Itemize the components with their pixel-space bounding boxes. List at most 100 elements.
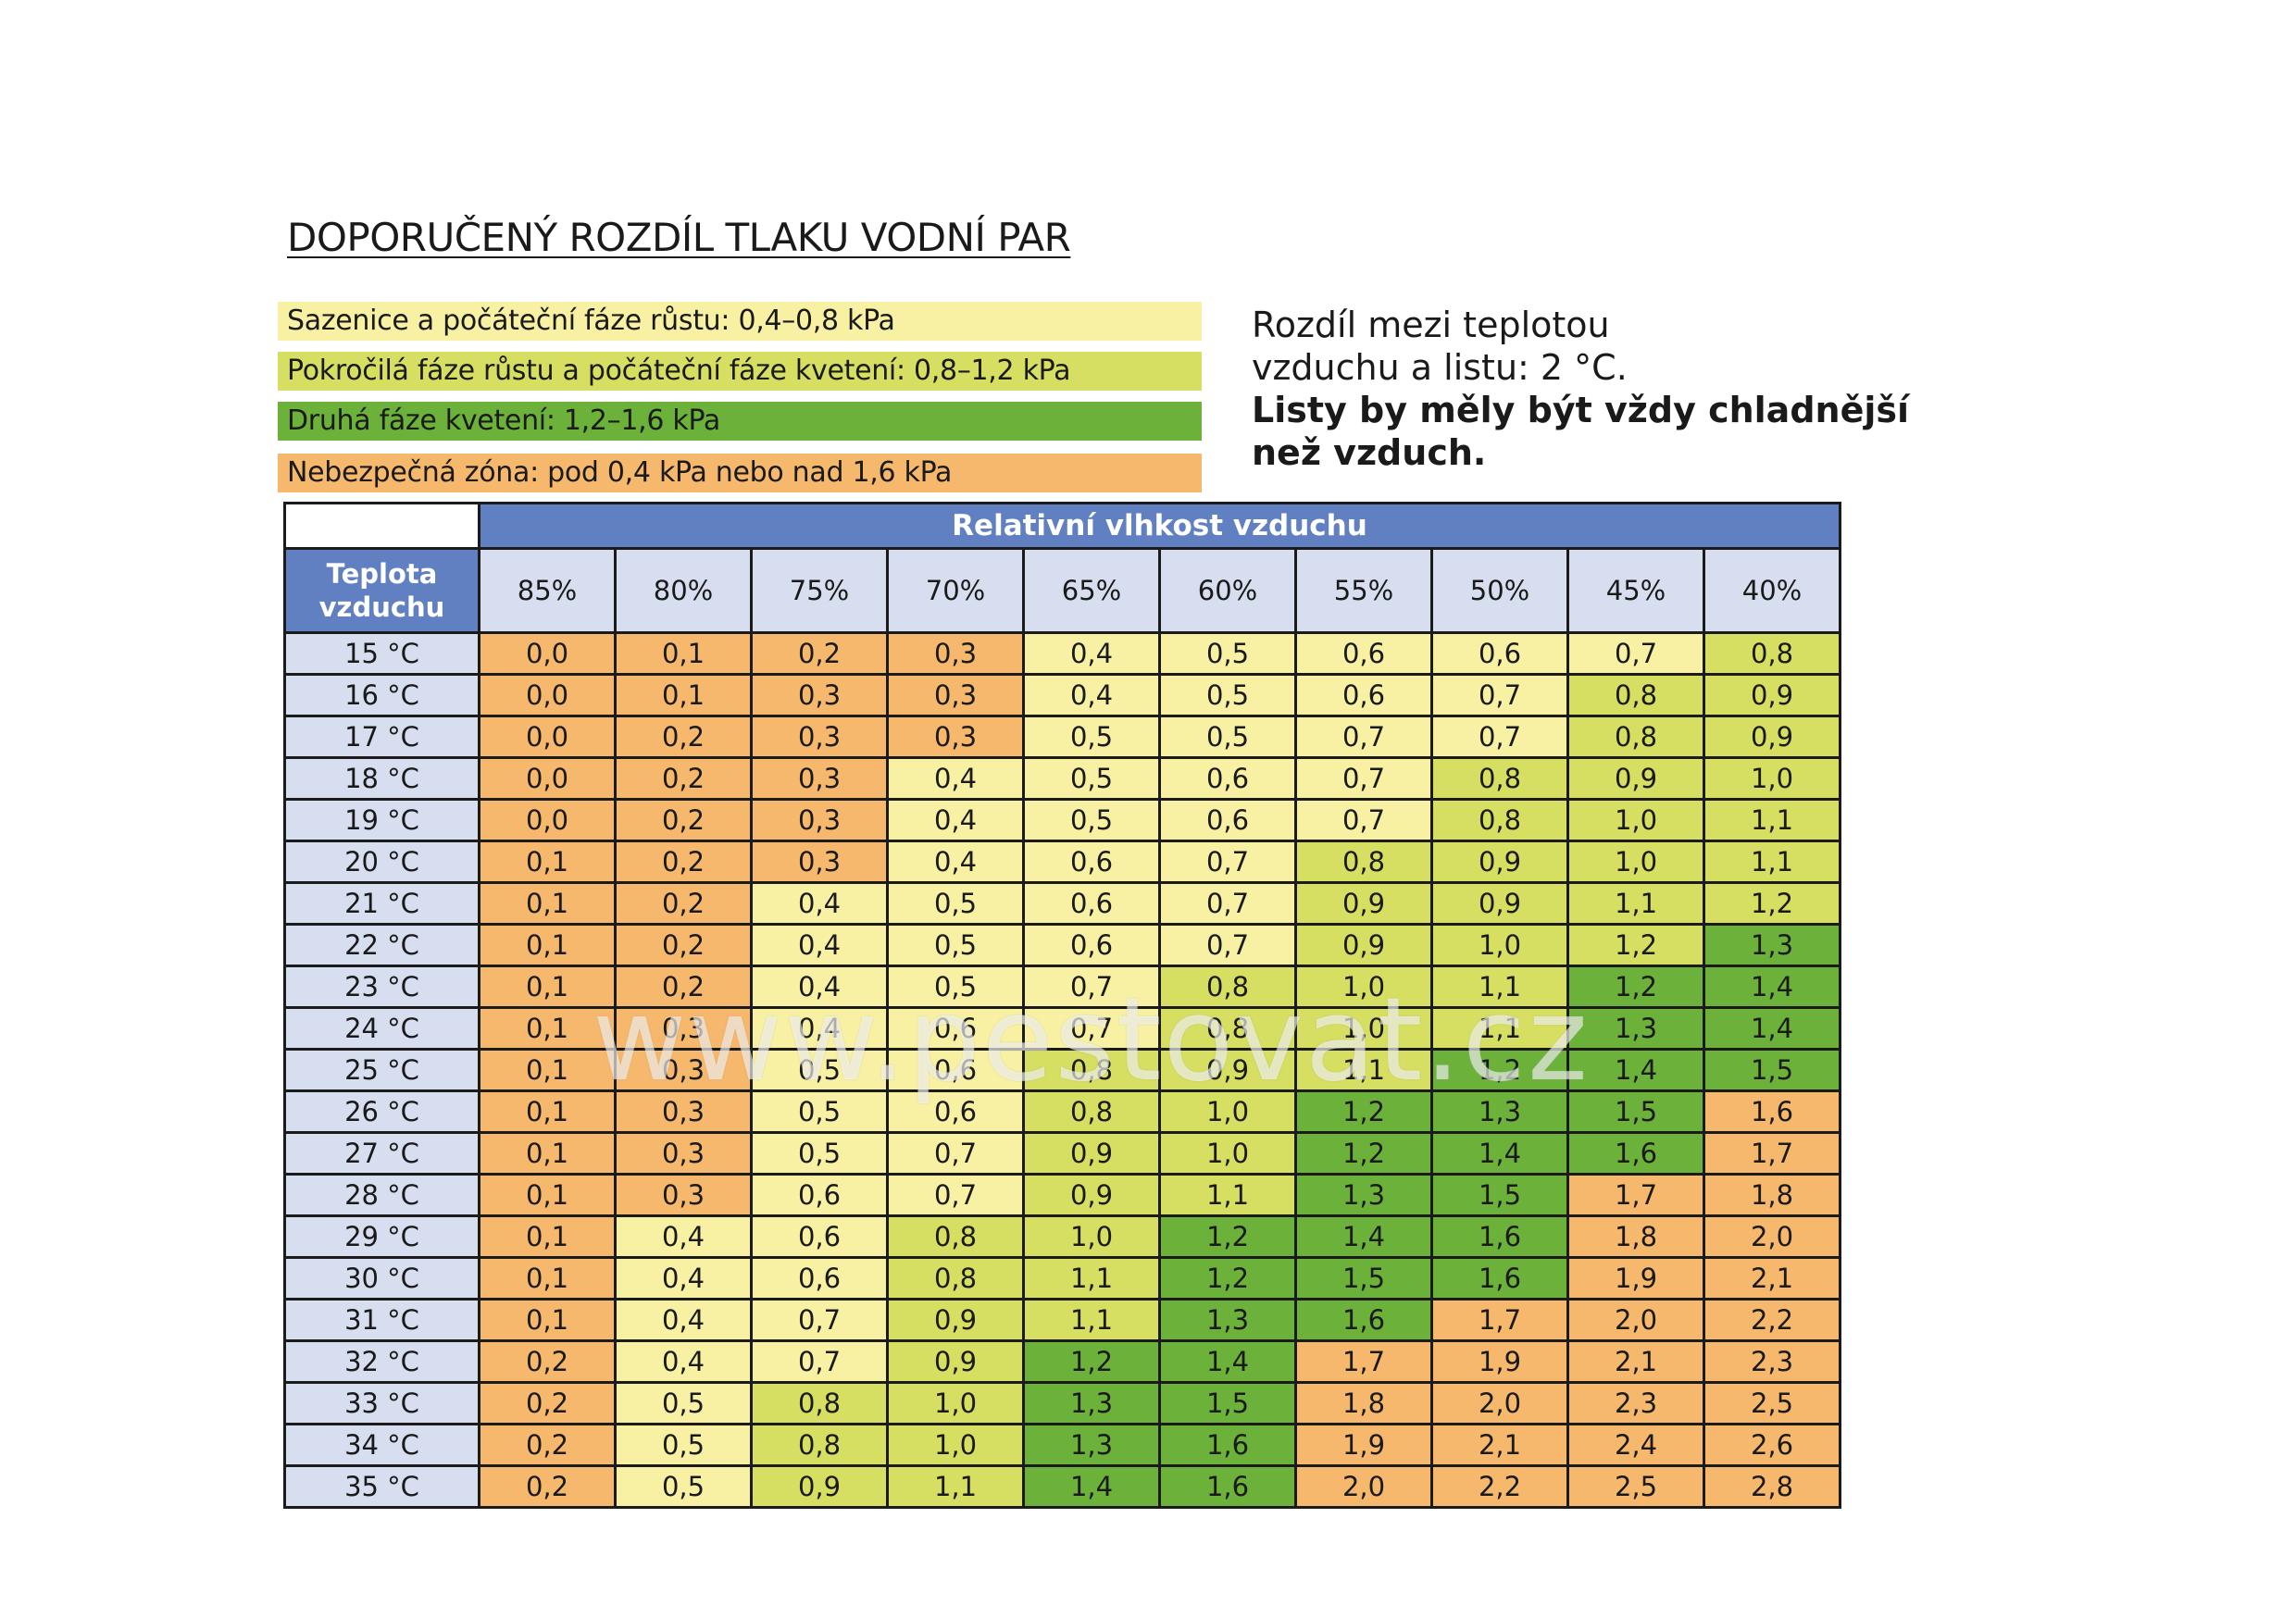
note-line-2: vzduchu a listu: 2 °C. <box>1252 347 1628 388</box>
table-row: 23 °C 0,1 0,2 0,4 0,5 0,7 0,8 1,0 1,1 1,2 1,4 <box>283 965 1841 1009</box>
vpd-cell: 1,4 <box>1703 1006 1841 1051</box>
vpd-cell: 0,8 <box>1022 1089 1161 1134</box>
vpd-cell: 0,7 <box>1294 798 1433 842</box>
table-row: 28 °C 0,1 0,3 0,6 0,7 0,9 1,1 1,3 1,5 1,7 1,8 <box>283 1173 1841 1217</box>
vpd-cell: 0,7 <box>1022 965 1161 1009</box>
vpd-cell: 0,6 <box>1294 631 1433 676</box>
vpd-cell: 0,1 <box>478 1214 617 1259</box>
vpd-cell: 0,4 <box>750 965 889 1009</box>
table-row: 29 °C 0,1 0,4 0,6 0,8 1,0 1,2 1,4 1,6 1,8 2,0 <box>283 1214 1841 1259</box>
vpd-cell: 1,6 <box>1158 1423 1297 1467</box>
vpd-cell: 1,0 <box>886 1423 1025 1467</box>
vpd-cell: 0,2 <box>614 798 753 842</box>
vpd-cell: 1,4 <box>1430 1131 1569 1176</box>
vpd-cell: 0,3 <box>750 840 889 884</box>
legend-flowering: Druhá fáze kvetení: 1,2–1,6 kPa <box>278 402 1202 441</box>
column-header: 75% <box>750 547 889 634</box>
vpd-cell: 1,2 <box>1294 1131 1433 1176</box>
vpd-cell: 0,6 <box>1158 798 1297 842</box>
table-row: 32 °C 0,2 0,4 0,7 0,9 1,2 1,4 1,7 1,9 2,1 2,3 <box>283 1339 1841 1384</box>
vpd-cell: 0,2 <box>614 840 753 884</box>
vpd-cell: 2,1 <box>1430 1423 1569 1467</box>
vpd-cell: 0,0 <box>478 631 617 676</box>
vpd-cell: 0,8 <box>1022 1048 1161 1092</box>
vpd-cell: 0,9 <box>1430 840 1569 884</box>
vpd-cell: 0,2 <box>478 1381 617 1425</box>
vpd-cell: 0,6 <box>1022 881 1161 926</box>
vpd-cell: 1,1 <box>1294 1048 1433 1092</box>
vpd-cell: 1,5 <box>1294 1256 1433 1301</box>
vpd-cell: 1,0 <box>886 1381 1025 1425</box>
vpd-cell: 0,3 <box>750 715 889 759</box>
vpd-cell: 1,0 <box>1294 965 1433 1009</box>
vpd-cell: 1,3 <box>1294 1173 1433 1217</box>
column-header: 60% <box>1158 547 1297 634</box>
vpd-cell: 1,1 <box>1566 881 1705 926</box>
note-bold: Listy by měly být vždy chladnější než vz… <box>1252 390 1910 473</box>
vpd-cell: 0,8 <box>1158 965 1297 1009</box>
vpd-cell: 1,9 <box>1430 1339 1569 1384</box>
vpd-cell: 0,8 <box>886 1214 1025 1259</box>
vpd-cell: 0,1 <box>478 881 617 926</box>
table-row: 22 °C 0,1 0,2 0,4 0,5 0,6 0,7 0,9 1,0 1,2 1,3 <box>283 923 1841 967</box>
vpd-cell: 1,0 <box>1158 1131 1297 1176</box>
vpd-cell: 0,7 <box>750 1298 889 1342</box>
vpd-cell: 1,6 <box>1158 1464 1297 1509</box>
vpd-cell: 0,7 <box>750 1339 889 1384</box>
vpd-cell: 1,5 <box>1158 1381 1297 1425</box>
vpd-cell: 0,4 <box>614 1298 753 1342</box>
vpd-cell: 0,9 <box>1703 715 1841 759</box>
vpd-cell: 1,2 <box>1566 965 1705 1009</box>
vpd-cell: 0,1 <box>478 1173 617 1217</box>
vpd-cell: 0,8 <box>750 1381 889 1425</box>
vpd-cell: 0,5 <box>1158 673 1297 717</box>
vpd-cell: 0,8 <box>886 1256 1025 1301</box>
vpd-cell: 0,7 <box>886 1173 1025 1217</box>
temperature-cell: 16 °C <box>283 673 480 717</box>
vpd-cell: 0,8 <box>1566 715 1705 759</box>
vpd-cell: 0,4 <box>614 1339 753 1384</box>
vpd-cell: 0,6 <box>886 1006 1025 1051</box>
temperature-cell: 22 °C <box>283 923 480 967</box>
vpd-cell: 2,2 <box>1430 1464 1569 1509</box>
vpd-cell: 0,4 <box>1022 673 1161 717</box>
temperature-cell: 18 °C <box>283 756 480 801</box>
table-row: 30 °C 0,1 0,4 0,6 0,8 1,1 1,2 1,5 1,6 1,9 2,1 <box>283 1256 1841 1301</box>
vpd-cell: 0,5 <box>614 1464 753 1509</box>
vpd-cell: 1,1 <box>1022 1298 1161 1342</box>
vpd-cell: 0,4 <box>750 881 889 926</box>
temperature-cell: 28 °C <box>283 1173 480 1217</box>
vpd-cell: 1,6 <box>1566 1131 1705 1176</box>
page-title: DOPORUČENÝ ROZDÍL TLAKU VODNÍ PAR <box>287 215 1071 260</box>
humidity-group-header: Relativní vlhkost vzduchu <box>478 502 1841 550</box>
vpd-cell: 0,2 <box>478 1339 617 1384</box>
vpd-cell: 0,3 <box>614 1048 753 1092</box>
vpd-cell: 0,1 <box>478 1006 617 1051</box>
vpd-cell: 0,4 <box>886 756 1025 801</box>
vpd-cell: 0,1 <box>614 673 753 717</box>
vpd-cell: 0,3 <box>614 1173 753 1217</box>
vpd-cell: 0,3 <box>886 673 1025 717</box>
vpd-cell: 0,4 <box>1022 631 1161 676</box>
table-body: 15 °C 0,0 0,1 0,2 0,3 0,4 0,5 0,6 0,6 0,7 0,8 16 °C… <box>283 631 1841 1509</box>
vpd-cell: 2,0 <box>1294 1464 1433 1509</box>
table-row: 18 °C 0,0 0,2 0,3 0,4 0,5 0,6 0,7 0,8 0,9 1,0 <box>283 756 1841 801</box>
vpd-cell: 1,1 <box>1022 1256 1161 1301</box>
vpd-cell: 0,5 <box>614 1423 753 1467</box>
temperature-cell: 20 °C <box>283 840 480 884</box>
vpd-cell: 0,0 <box>478 798 617 842</box>
vpd-cell: 0,4 <box>886 798 1025 842</box>
vpd-cell: 1,1 <box>1158 1173 1297 1217</box>
vpd-cell: 0,7 <box>1566 631 1705 676</box>
vpd-cell: 1,7 <box>1703 1131 1841 1176</box>
vpd-cell: 0,5 <box>886 923 1025 967</box>
vpd-cell: 1,4 <box>1703 965 1841 1009</box>
vpd-cell: 0,5 <box>1022 756 1161 801</box>
vpd-cell: 0,6 <box>750 1256 889 1301</box>
vpd-cell: 1,5 <box>1566 1089 1705 1134</box>
vpd-cell: 0,4 <box>886 840 1025 884</box>
vpd-cell: 0,1 <box>478 1298 617 1342</box>
legend-advanced-growth: Pokročilá fáze růstu a počáteční fáze kv… <box>278 352 1202 391</box>
vpd-cell: 1,8 <box>1703 1173 1841 1217</box>
vpd-cell: 1,0 <box>1294 1006 1433 1051</box>
